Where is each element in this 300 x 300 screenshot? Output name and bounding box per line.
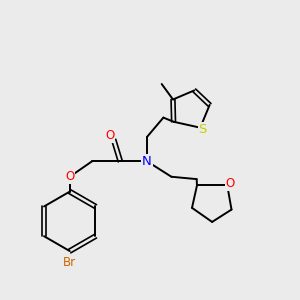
Text: Br: Br bbox=[63, 256, 76, 269]
Text: S: S bbox=[198, 123, 207, 136]
Text: O: O bbox=[106, 129, 115, 142]
Text: N: N bbox=[142, 155, 152, 168]
Text: O: O bbox=[226, 177, 235, 190]
Text: O: O bbox=[65, 170, 74, 183]
